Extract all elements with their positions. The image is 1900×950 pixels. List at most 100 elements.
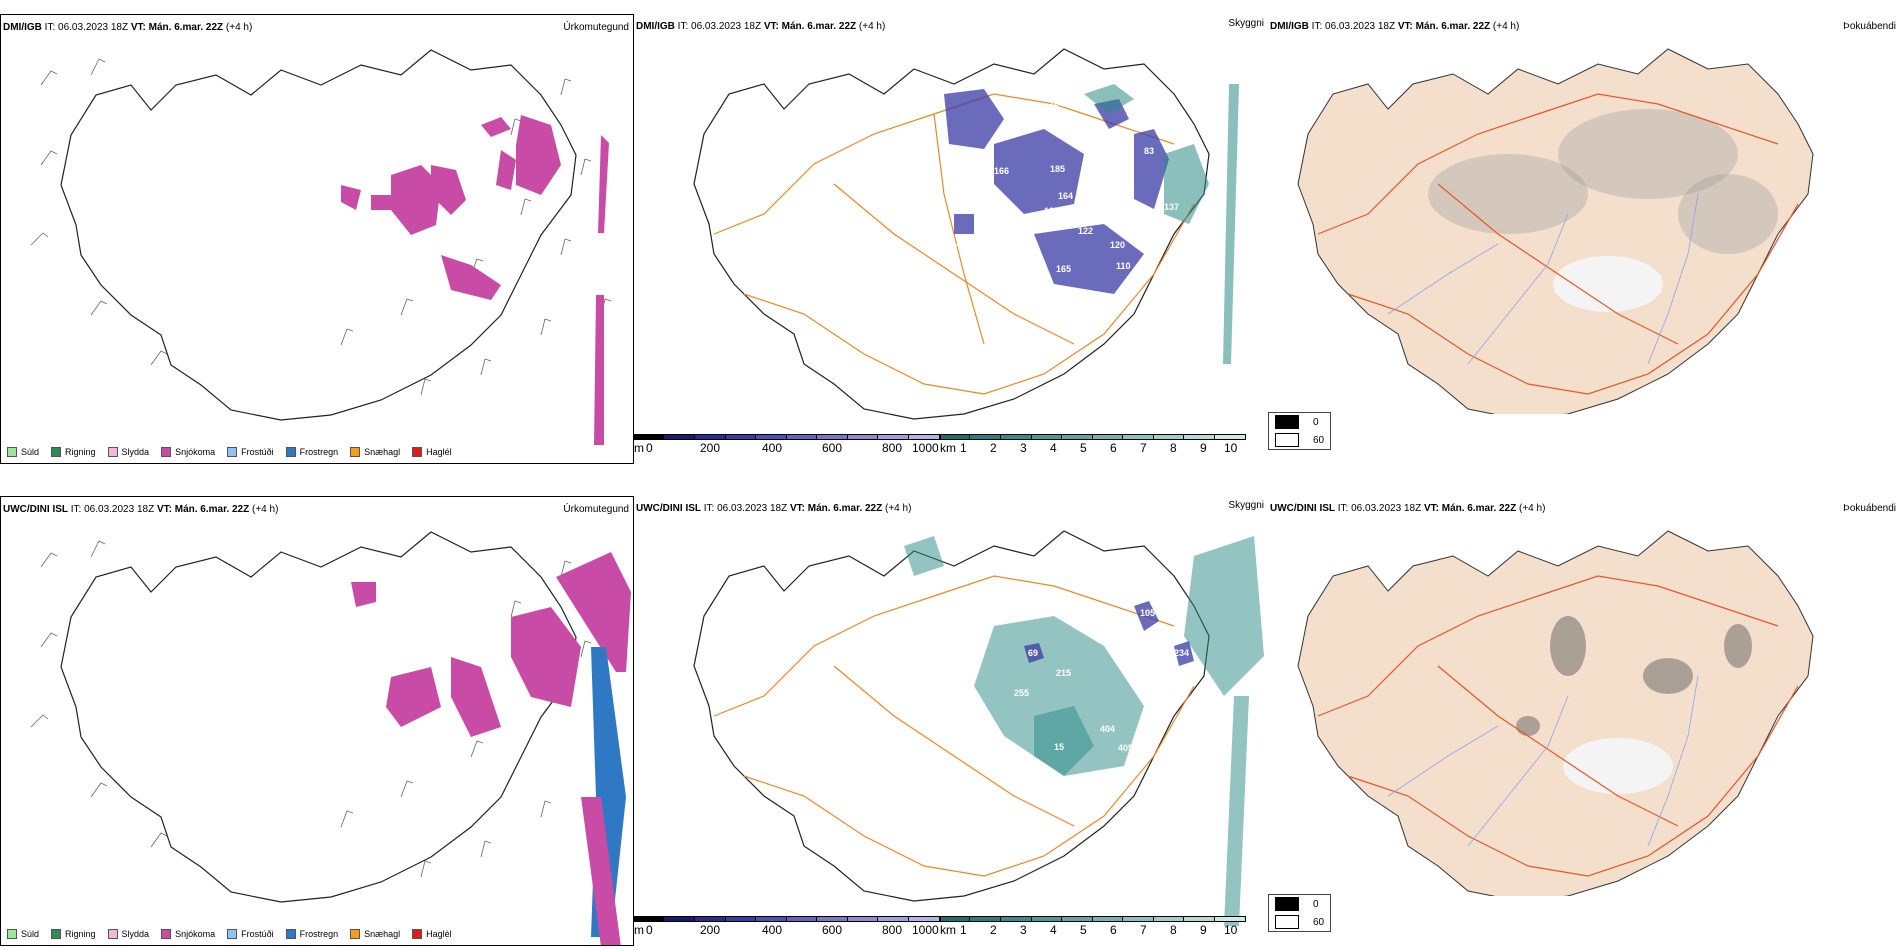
cloud-base-label: 120 xyxy=(1110,240,1125,250)
colorbar-tick: 4 xyxy=(1050,923,1057,937)
legend-item: Frostregn xyxy=(285,447,338,457)
colorbar-tick: 10 xyxy=(1224,441,1238,455)
init-label: IT: xyxy=(703,503,715,514)
fog-legend-label: 60 xyxy=(1313,434,1325,446)
panel-header: UWC/DINI ISL IT: 06.03.2023 18Z VT: Mán.… xyxy=(3,504,278,515)
model-name: UWC/DINI ISL xyxy=(636,503,701,514)
cloud-base-label: 122 xyxy=(1078,226,1093,236)
glacier xyxy=(1553,256,1663,312)
colorbar-tick: 0 xyxy=(646,923,653,937)
cloud-base-label: 83 xyxy=(1144,146,1154,156)
cloud-areas xyxy=(1024,601,1194,666)
init-time: 06.03.2023 18Z xyxy=(84,504,155,515)
colorbar-tick: 1000 xyxy=(912,923,939,937)
vis-areas xyxy=(904,536,1264,926)
colorbar-tick: 600 xyxy=(822,923,843,937)
cloud-base-label: 110 xyxy=(1116,261,1131,271)
legend-item: Súld xyxy=(7,929,39,939)
colorbar-tick: 5 xyxy=(1080,923,1087,937)
panel-title: Skyggni xyxy=(1228,18,1264,29)
cloud-base-label: 302 xyxy=(1064,296,1079,306)
valid-time: Mán. 6.mar. 22Z xyxy=(781,21,857,32)
colorbar-tick: 8 xyxy=(1170,441,1177,455)
precip-areas xyxy=(351,552,631,945)
precip-legend: Súld Rigning Slydda Snjókoma Frostúði Fr… xyxy=(7,447,452,457)
colorbar-cells xyxy=(634,434,940,440)
cloud-base-label: 15 xyxy=(1054,742,1064,752)
colorbar-tick: 600 xyxy=(822,441,843,455)
lead-time: (+4 h) xyxy=(858,21,886,32)
colorbar-tick: 7 xyxy=(1140,441,1147,455)
cloud-base-label: 163 xyxy=(1049,98,1064,108)
cloud-areas xyxy=(944,89,1169,294)
cloud-base-label: 137 xyxy=(1164,202,1179,212)
panel-header: UWC/DINI ISL IT: 06.03.2023 18Z VT: Mán.… xyxy=(1270,503,1545,514)
colorbar-ticks: km 1 2 3 4 5 6 7 8 9 10 xyxy=(940,440,1246,455)
init-label: IT: xyxy=(70,504,82,515)
model-name: DMI/IGB xyxy=(636,21,675,32)
valid-label: VT: xyxy=(789,503,805,514)
model-name: DMI/IGB xyxy=(3,22,42,33)
colorbar-tick: 6 xyxy=(1110,441,1117,455)
visibility-colorbar: km 1 2 3 4 5 6 7 8 9 10 xyxy=(940,916,1246,937)
cloud-base-label: 405 xyxy=(1118,743,1133,753)
colorbar-tick: 9 xyxy=(1200,923,1207,937)
glacier xyxy=(1563,738,1673,794)
legend-item: Frostúði xyxy=(227,929,274,939)
colorbar-tick: 6 xyxy=(1110,923,1117,937)
colorbar-tick: 1000 xyxy=(912,441,939,455)
colorbar-tick: 10 xyxy=(1224,923,1238,937)
fog-legend-label: 0 xyxy=(1313,898,1319,910)
visibility-colorbar: km 1 2 3 4 5 6 7 8 9 10 xyxy=(940,434,1246,455)
colorbar-tick: 8 xyxy=(1170,923,1177,937)
cloud-base-label: 151 xyxy=(996,251,1011,261)
colorbar-tick: 800 xyxy=(882,923,903,937)
legend-item: Frostúði xyxy=(227,447,274,457)
visibility-map: 185 166 163 113 164 137 191 303 122 120 … xyxy=(693,48,1239,420)
init-label: IT: xyxy=(1337,503,1349,514)
cloud-base-labels: 185 166 163 113 164 137 191 303 122 120 … xyxy=(956,98,1184,306)
legend-item: Rigning xyxy=(51,929,96,939)
cloud-base-label: 255 xyxy=(1014,688,1029,698)
colorbar-tick: 5 xyxy=(1080,441,1087,455)
iceland-land xyxy=(1297,48,1814,414)
lead-time: (+4 h) xyxy=(252,504,279,515)
precip-type-panel-bottom: UWC/DINI ISL IT: 06.03.2023 18Z VT: Mán.… xyxy=(0,496,634,946)
legend-item: Snæhagl xyxy=(350,929,400,939)
colorbar-tick: 800 xyxy=(882,441,903,455)
cloud-base-colorbar: m 0 200 400 600 800 1000 xyxy=(634,434,940,455)
panel-title: Úrkomutegund xyxy=(563,22,629,33)
iceland-land xyxy=(1297,530,1814,896)
lead-time: (+4 h) xyxy=(225,22,253,33)
cloud-base-label: 113 xyxy=(972,194,987,204)
fog-indicator-panel-bottom: UWC/DINI ISL IT: 06.03.2023 18Z VT: Mán.… xyxy=(1268,496,1900,896)
cloud-base-label: 293 xyxy=(1154,121,1169,131)
legend-item: Frostregn xyxy=(285,929,338,939)
colorbar-tick: 200 xyxy=(700,923,721,937)
cloud-base-label: 234 xyxy=(1174,648,1189,658)
panel-title: Þokuábendi xyxy=(1843,21,1896,32)
valid-time: Mán. 6.mar. 22Z xyxy=(807,503,883,514)
init-time: 06.03.2023 18Z xyxy=(1325,21,1396,32)
colorbar-tick: 9 xyxy=(1200,441,1207,455)
legend-item: Snjókoma xyxy=(161,447,215,457)
cloud-base-label: 416 xyxy=(1176,666,1191,676)
iceland-outline xyxy=(60,49,577,421)
fog-map xyxy=(1297,530,1814,896)
colorbar-tick: 400 xyxy=(762,441,783,455)
legend-item: Rigning xyxy=(51,447,96,457)
init-time: 06.03.2023 18Z xyxy=(691,21,762,32)
legend-item: Súld xyxy=(7,447,39,457)
cloud-base-label: 215 xyxy=(1056,668,1071,678)
cloud-base-label: 137 xyxy=(1044,206,1059,216)
valid-label: VT: xyxy=(156,504,172,515)
valid-label: VT: xyxy=(130,22,146,33)
panel-header: DMI/IGB IT: 06.03.2023 18Z VT: Mán. 6.ma… xyxy=(1270,21,1519,32)
valid-label: VT: xyxy=(1423,503,1439,514)
cloud-base-label: 105 xyxy=(1140,608,1155,618)
precip-map xyxy=(30,531,631,945)
colorbar-ticks: m 0 200 400 600 800 1000 xyxy=(634,440,940,455)
colorbar-tick: 2 xyxy=(990,441,997,455)
valid-time: Mán. 6.mar. 22Z xyxy=(1415,21,1491,32)
cloud-base-label: 19 xyxy=(1174,246,1184,256)
